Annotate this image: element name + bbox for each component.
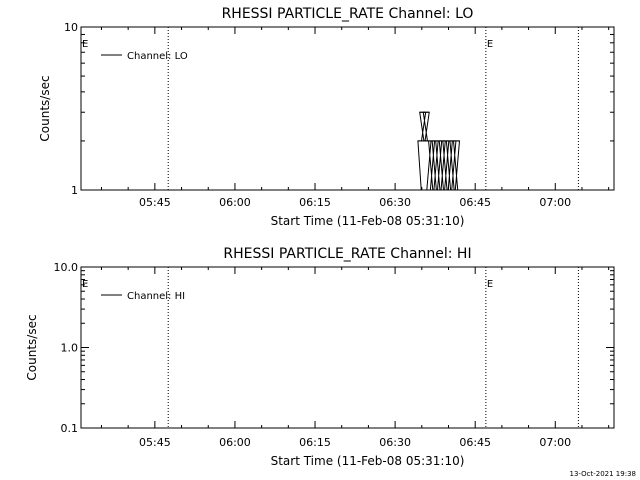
x-axis-label: Start Time (11-Feb-08 05:31:10) — [271, 454, 465, 468]
x-tick-label: 06:30 — [379, 436, 411, 449]
plot-frame — [80, 26, 615, 191]
series-line — [415, 111, 462, 191]
x-tick-label: 07:00 — [539, 196, 571, 209]
chart-title: RHESSI PARTICLE_RATE Channel: LO — [222, 6, 474, 22]
panel-0: RHESSI PARTICLE_RATE Channel: LO 05:45 06:… — [38, 6, 615, 228]
y-axis-label: Counts/sec — [25, 314, 39, 380]
y-axis-label: Counts/sec — [38, 75, 52, 141]
legend-label: Channel: LO — [127, 51, 188, 62]
event-label: E — [487, 39, 493, 50]
y-tick-label: 10.0 — [54, 261, 79, 274]
x-tick-label: 06:30 — [379, 196, 411, 209]
event-label: E — [82, 39, 88, 50]
x-tick-label: 06:15 — [299, 196, 331, 209]
x-tick-label: 06:00 — [219, 436, 251, 449]
event-label: E — [487, 279, 493, 290]
x-tick-label: 06:45 — [459, 436, 491, 449]
x-tick-label: 06:15 — [299, 436, 331, 449]
x-tick-label: 06:45 — [459, 196, 491, 209]
x-tick-label: 07:00 — [539, 436, 571, 449]
x-tick-label: 05:45 — [139, 196, 171, 209]
x-tick-label: 05:45 — [139, 436, 171, 449]
plot-timestamp: 13-Oct-2021 19:38 — [570, 470, 636, 478]
y-tick-label: 1.0 — [61, 342, 79, 355]
y-tick-label: 1 — [71, 184, 78, 197]
x-axis-label: Start Time (11-Feb-08 05:31:10) — [271, 214, 465, 228]
legend-label: Channel: HI — [127, 291, 185, 302]
panel-1: RHESSI PARTICLE_RATE Channel: HI 05:45 06:… — [25, 246, 615, 468]
x-tick-label: 06:00 — [219, 196, 251, 209]
event-label: E — [82, 279, 88, 290]
y-tick-label: 10 — [64, 21, 78, 34]
y-tick-label: 0.1 — [61, 422, 79, 435]
chart-title: RHESSI PARTICLE_RATE Channel: HI — [223, 246, 471, 262]
